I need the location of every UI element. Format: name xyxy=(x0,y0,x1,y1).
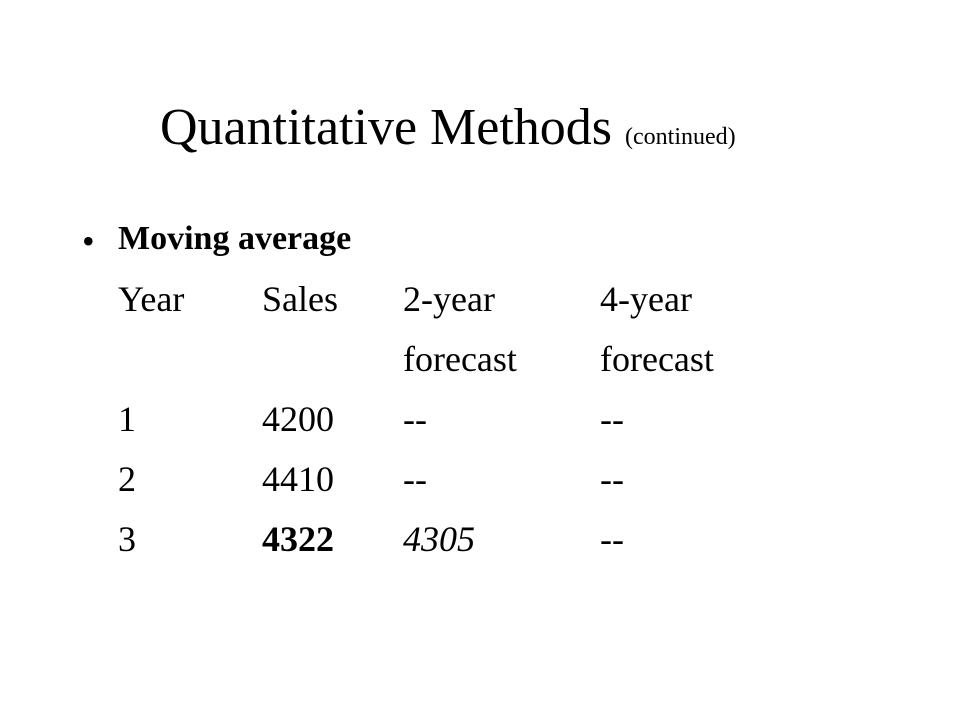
table-cell: 4322 xyxy=(262,519,334,559)
column-header: Sales xyxy=(262,279,338,319)
table-cell: -- xyxy=(403,399,427,439)
column-header: Year xyxy=(118,279,185,319)
table-cell: -- xyxy=(403,459,427,499)
table-cell: 3 xyxy=(118,519,136,559)
bullet-text: Moving average xyxy=(118,220,352,257)
table-cell: 4200 xyxy=(262,399,334,439)
table-cell: -- xyxy=(600,399,624,439)
table-cell: 4410 xyxy=(262,459,334,499)
subtitle: (continued) xyxy=(625,124,736,150)
title-line: Quantitative Methods (continued) xyxy=(160,98,736,157)
table-cell: 2 xyxy=(118,459,136,499)
table-cell: -- xyxy=(600,459,624,499)
bullet-dot: • xyxy=(82,221,95,261)
column-header: 2-year xyxy=(403,279,495,319)
title: Quantitative Methods xyxy=(160,99,613,156)
table-cell: -- xyxy=(600,519,624,559)
table-cell: 4305 xyxy=(403,519,475,559)
column-header: forecast xyxy=(403,339,517,379)
column-header: forecast xyxy=(600,339,714,379)
column-header: 4-year xyxy=(600,279,692,319)
table-cell: 1 xyxy=(118,399,136,439)
